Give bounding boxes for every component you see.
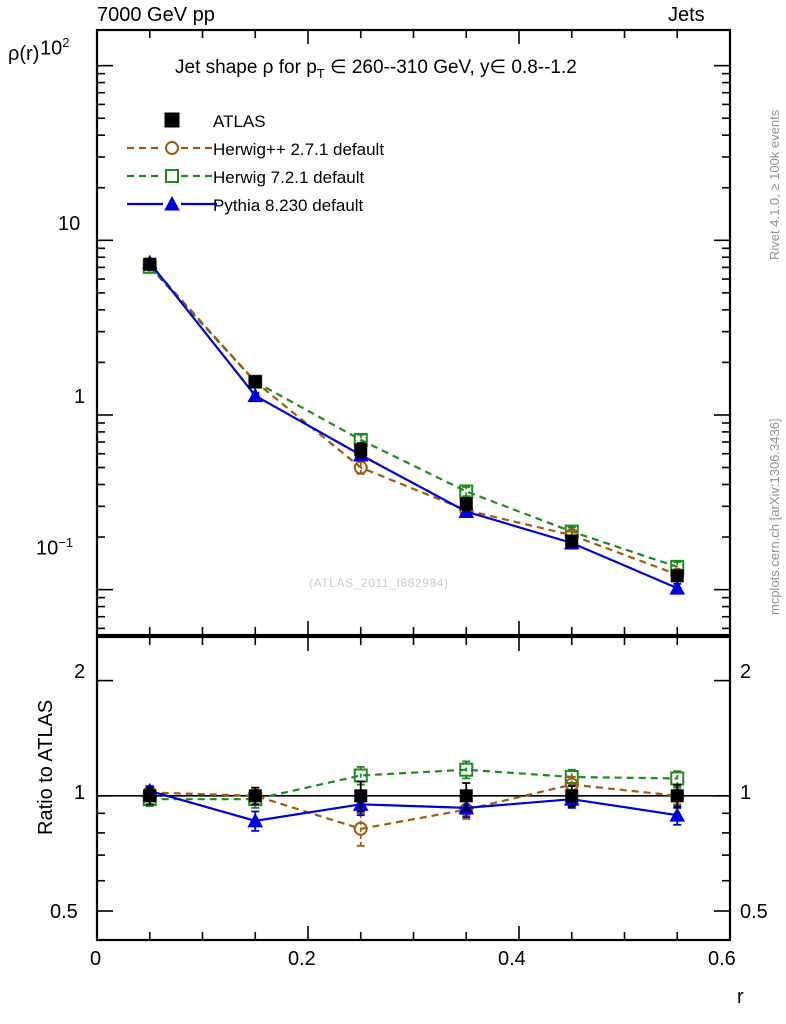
series-line-herwig bbox=[149, 768, 678, 801]
x-axis-label: r bbox=[737, 986, 744, 1008]
marker-square-filled bbox=[143, 257, 157, 271]
legend-label-atlas: ATLAS bbox=[213, 112, 266, 131]
series-line-pythia bbox=[149, 789, 678, 823]
series-line-pythia bbox=[148, 261, 678, 590]
plot-title-mid: for p bbox=[273, 57, 317, 78]
marker-square-filled bbox=[459, 789, 473, 803]
ratio-panel-frame bbox=[95, 635, 732, 942]
main-y-axis-label: ρ(r) bbox=[8, 43, 40, 65]
legend-label-pythia: Pythia 8.230 default bbox=[213, 196, 364, 215]
marker-triangle-filled bbox=[669, 807, 686, 822]
legend-label-herwig7: Herwig 7.2.1 default bbox=[213, 168, 365, 187]
series-line-herwig bbox=[148, 266, 678, 568]
marker-circle-open bbox=[353, 821, 368, 836]
marker-square-open bbox=[165, 169, 179, 183]
main-ytick-0.1: 10−1 bbox=[36, 535, 74, 560]
marker-square-filled bbox=[670, 569, 684, 583]
xtick-0.2: 0.2 bbox=[288, 948, 316, 970]
series-line-herwig++ bbox=[148, 263, 678, 576]
ratio-ytick-2-right: 2 bbox=[740, 661, 752, 683]
marker-triangle-filled bbox=[164, 195, 180, 211]
marker-square-filled bbox=[248, 789, 262, 803]
xtick-0.4: 0.4 bbox=[498, 948, 526, 970]
xtick-0: 0 bbox=[90, 948, 102, 970]
marker-circle-open bbox=[165, 141, 179, 155]
plot-title-pre: Jet shape bbox=[175, 57, 263, 78]
header-right: Jets bbox=[668, 4, 705, 26]
marker-square-filled bbox=[670, 789, 684, 803]
ratio-ytick-1-right: 1 bbox=[740, 782, 752, 804]
marker-square-filled bbox=[354, 789, 368, 803]
marker-triangle-filled bbox=[247, 812, 264, 828]
plot-title-rho: ρ bbox=[262, 57, 274, 78]
plot-title-post: ∈ 260--310 GeV, y∈ 0.8--1.2 bbox=[324, 57, 577, 78]
marker-square-filled bbox=[143, 789, 157, 803]
plot-title: Jet shape ρ for pT ∈ 260--310 GeV, y∈ 0.… bbox=[175, 58, 577, 80]
series-line-herwig++ bbox=[149, 783, 678, 830]
main-ytick-1: 1 bbox=[74, 386, 86, 408]
marker-triangle-filled bbox=[247, 387, 264, 403]
legend-label-herwigpp: Herwig++ 2.7.1 default bbox=[213, 140, 385, 159]
main-ytick-10: 10 bbox=[58, 213, 81, 235]
plot-title-subscript-t: T bbox=[316, 65, 325, 81]
marker-square-open bbox=[459, 762, 474, 777]
main-panel-frame bbox=[95, 28, 732, 637]
main-ytick-100: 102 bbox=[40, 35, 70, 60]
marker-square-filled bbox=[459, 497, 473, 511]
marker-square-filled bbox=[565, 534, 579, 548]
xtick-0.6: 0.6 bbox=[708, 948, 736, 970]
ratio-ytick-1-left: 1 bbox=[74, 782, 86, 804]
marker-square-filled bbox=[164, 112, 180, 128]
series-line-atlas bbox=[150, 264, 678, 576]
marker-square-filled bbox=[248, 375, 262, 389]
marker-circle-open bbox=[353, 460, 368, 475]
marker-square-filled bbox=[354, 443, 368, 457]
marker-square-filled bbox=[565, 789, 579, 803]
header-left: 7000 GeV pp bbox=[97, 4, 215, 26]
ratio-ytick-0.5-right: 0.5 bbox=[740, 901, 768, 923]
ratio-ytick-2-left: 2 bbox=[74, 661, 86, 683]
ratio-ytick-0.5-left: 0.5 bbox=[50, 901, 78, 923]
marker-triangle-filled bbox=[669, 580, 686, 595]
watermark-label: (ATLAS_2011_I882984) bbox=[309, 576, 449, 590]
